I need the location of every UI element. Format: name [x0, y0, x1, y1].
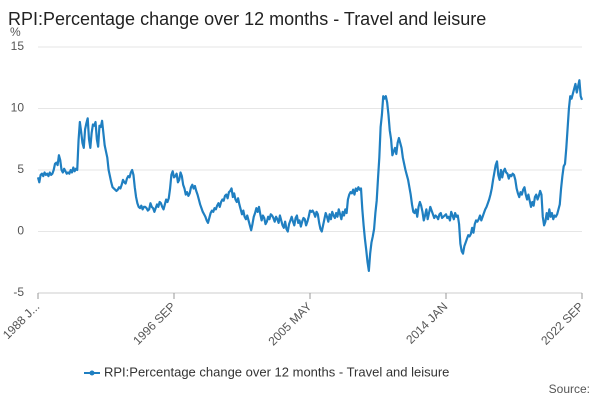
source: Source:: [549, 382, 590, 396]
x-tick-label: 1996 SEP: [130, 299, 178, 347]
x-tick-label: 1988 J...: [0, 299, 42, 341]
y-tick-label: 15: [11, 39, 25, 53]
legend: RPI:Percentage change over 12 months - T…: [84, 364, 449, 379]
y-axis-unit: %: [10, 25, 21, 39]
data-line: [36, 79, 584, 272]
y-tick-label: 10: [11, 101, 25, 115]
legend-label: RPI:Percentage change over 12 months - T…: [104, 364, 449, 379]
y-tick-label: -5: [13, 285, 24, 299]
x-tick-label: 2022 SEP: [538, 299, 586, 347]
x-tick-label: 2014 JAN: [403, 299, 450, 346]
legend-marker: [89, 370, 95, 376]
x-tick-label: 2005 MAY: [265, 299, 314, 348]
y-tick-label: 0: [17, 224, 24, 238]
chart-title: RPI:Percentage change over 12 months - T…: [8, 9, 486, 29]
y-tick-label: 5: [17, 162, 24, 176]
